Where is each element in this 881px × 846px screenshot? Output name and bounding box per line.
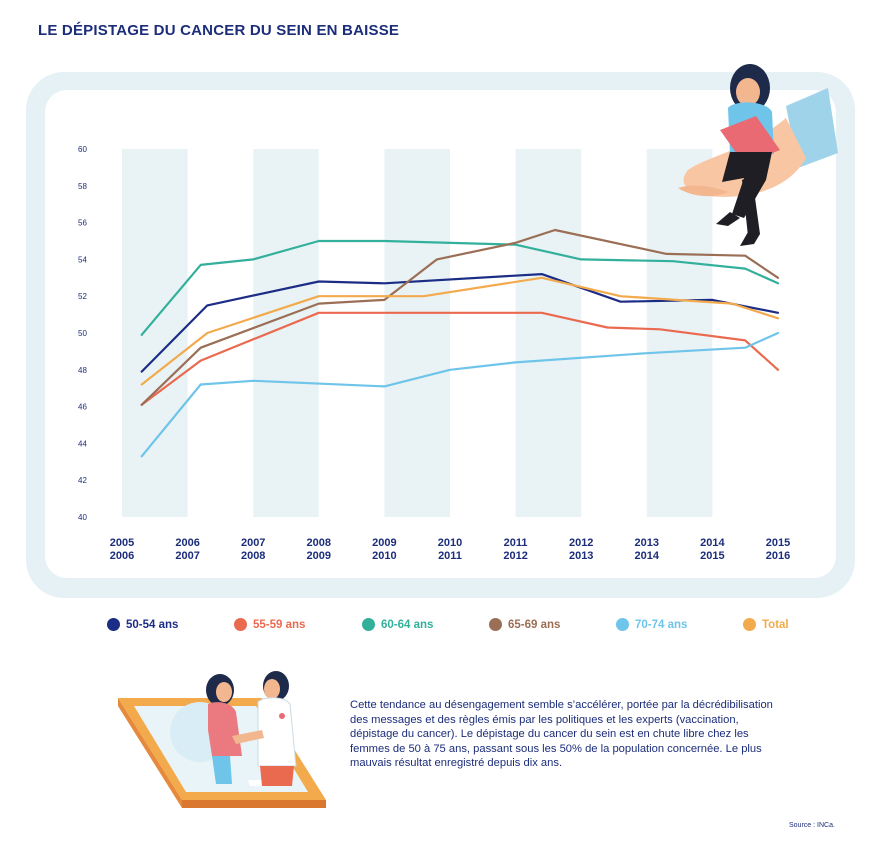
- background-band: [253, 149, 319, 517]
- x-tick-label: 2015: [766, 537, 790, 549]
- x-tick-label: 2010: [372, 550, 396, 562]
- x-tick-label: 2010: [438, 537, 462, 549]
- y-tick-label: 56: [78, 219, 87, 228]
- background-band: [384, 149, 450, 517]
- x-tick-label: 2005: [110, 537, 134, 549]
- x-axis-ticks: 2005200620062007200720082008200920092010…: [110, 537, 790, 562]
- x-tick-label: 2016: [766, 550, 790, 562]
- series-line-60-64-ans: [140, 239, 780, 336]
- legend-dot: [616, 618, 629, 631]
- legend-dot: [743, 618, 756, 631]
- x-tick-label: 2013: [569, 550, 593, 562]
- legend-dot: [362, 618, 375, 631]
- y-tick-label: 52: [78, 292, 87, 301]
- background-band: [122, 149, 188, 517]
- x-tick-label: 2012: [503, 550, 527, 562]
- series-line-Total: [140, 276, 780, 386]
- x-tick-label: 2014: [635, 550, 660, 562]
- y-tick-label: 40: [78, 513, 87, 522]
- series-lines: [140, 228, 780, 458]
- y-tick-label: 46: [78, 403, 87, 412]
- x-tick-label: 2011: [504, 537, 528, 549]
- background-band: [515, 149, 582, 517]
- legend-item-60-64: 60-64 ans: [362, 618, 433, 631]
- legend-label: 70-74 ans: [635, 618, 688, 631]
- x-tick-label: 2015: [700, 550, 724, 562]
- x-tick-label: 2012: [569, 537, 593, 549]
- legend-dot: [107, 618, 120, 631]
- legend-dot: [489, 618, 502, 631]
- source-note: Source : INCa.: [789, 822, 835, 829]
- y-axis-ticks: 40 42 44 46 48 50 52 54 56 58 60: [78, 145, 87, 522]
- background-band: [646, 149, 713, 517]
- y-tick-label: 54: [78, 255, 87, 264]
- legend-label: 50-54 ans: [126, 618, 179, 631]
- x-tick-label: 2006: [110, 550, 134, 562]
- y-tick-label: 44: [78, 439, 87, 448]
- series-line-55-59-ans: [140, 311, 780, 406]
- x-tick-label: 2006: [175, 537, 199, 549]
- x-tick-label: 2009: [372, 537, 396, 549]
- description-paragraph: Cette tendance au désengagement semble s…: [350, 699, 773, 770]
- x-tick-label: 2007: [241, 537, 265, 549]
- page-title: LE DÉPISTAGE DU CANCER DU SEIN EN BAISSE: [38, 22, 400, 39]
- x-tick-label: 2014: [700, 537, 725, 549]
- x-tick-label: 2013: [635, 537, 659, 549]
- x-tick-label: 2009: [307, 550, 331, 562]
- x-tick-label: 2008: [307, 537, 331, 549]
- legend-item-50-54: 50-54 ans: [107, 618, 178, 631]
- legend-item-55-59: 55-59 ans: [234, 618, 305, 631]
- y-tick-label: 42: [78, 476, 87, 485]
- legend-item-total: Total: [743, 618, 789, 631]
- legend-item-70-74: 70-74 ans: [616, 618, 687, 631]
- legend-label: Total: [762, 618, 789, 631]
- x-tick-label: 2007: [175, 550, 199, 562]
- background-bands: [122, 149, 713, 517]
- series-line-70-74-ans: [140, 331, 780, 458]
- legend-label: 65-69 ans: [508, 618, 561, 631]
- doctor-consultation-illustration: [118, 671, 326, 808]
- chart-legend: 50-54 ans 55-59 ans 60-64 ans 65-69 ans …: [0, 618, 881, 638]
- legend-dot: [234, 618, 247, 631]
- legend-label: 60-64 ans: [381, 618, 434, 631]
- x-tick-label: 2008: [241, 550, 265, 562]
- hand-holding-woman-illustration: [678, 64, 838, 246]
- x-tick-label: 2011: [438, 550, 462, 562]
- series-line-65-69-ans: [140, 228, 780, 406]
- y-tick-label: 48: [78, 366, 87, 375]
- y-tick-label: 60: [78, 145, 87, 154]
- legend-item-65-69: 65-69 ans: [489, 618, 560, 631]
- y-tick-label: 58: [78, 182, 87, 191]
- legend-label: 55-59 ans: [253, 618, 306, 631]
- y-tick-label: 50: [78, 329, 87, 338]
